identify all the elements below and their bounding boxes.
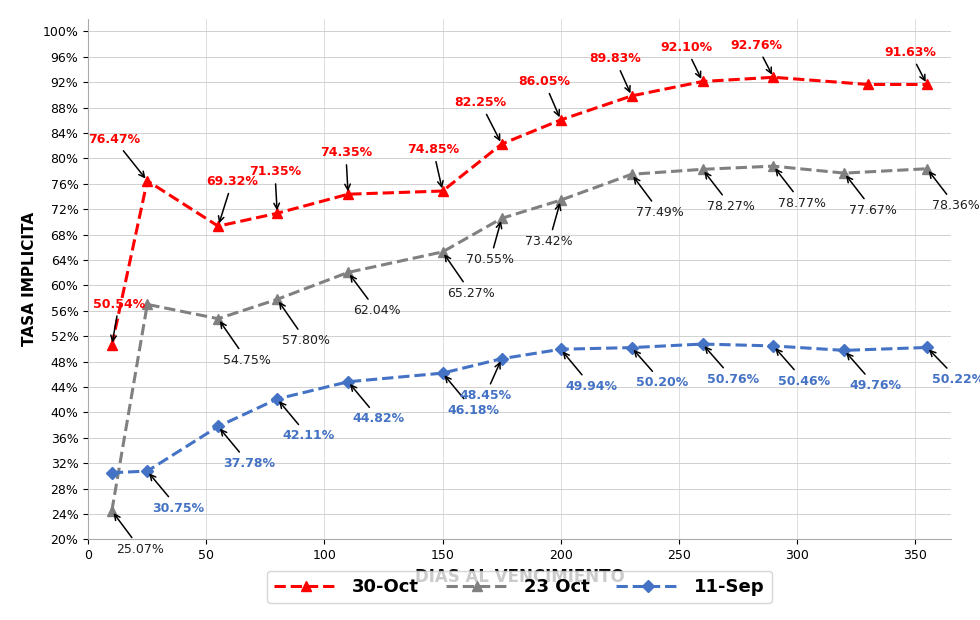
Text: 50.76%: 50.76% [706, 347, 760, 386]
Text: 50.20%: 50.20% [635, 351, 689, 389]
Text: 78.36%: 78.36% [930, 172, 979, 212]
Text: 49.76%: 49.76% [848, 354, 901, 392]
Text: 25.07%: 25.07% [115, 515, 165, 556]
Text: 30.75%: 30.75% [150, 474, 204, 515]
Text: 37.78%: 37.78% [221, 430, 274, 470]
Text: 48.45%: 48.45% [460, 363, 512, 402]
Text: 71.35%: 71.35% [249, 166, 301, 209]
X-axis label: DIAS AL VENCIMIENTO: DIAS AL VENCIMIENTO [415, 568, 624, 586]
Text: 70.55%: 70.55% [466, 223, 514, 266]
Text: 57.80%: 57.80% [279, 303, 330, 347]
Text: 50.54%: 50.54% [93, 298, 145, 341]
Text: 89.83%: 89.83% [589, 53, 641, 92]
Text: 92.76%: 92.76% [731, 39, 783, 73]
Text: 50.46%: 50.46% [776, 349, 830, 388]
Text: 91.63%: 91.63% [884, 46, 936, 81]
Text: 74.35%: 74.35% [319, 146, 371, 190]
Text: 50.22%: 50.22% [930, 351, 980, 386]
Text: 74.85%: 74.85% [407, 143, 460, 187]
Text: 54.75%: 54.75% [220, 322, 270, 366]
Text: 77.67%: 77.67% [847, 177, 897, 216]
Text: 49.94%: 49.94% [564, 353, 617, 392]
Text: 78.27%: 78.27% [706, 173, 756, 213]
Text: 62.04%: 62.04% [351, 276, 401, 317]
Text: 76.47%: 76.47% [88, 133, 144, 177]
Text: 92.10%: 92.10% [660, 41, 712, 78]
Legend: 30-Oct, 23 Oct, 11-Sep: 30-Oct, 23 Oct, 11-Sep [267, 571, 772, 603]
Text: 77.49%: 77.49% [634, 178, 684, 219]
Text: 44.82%: 44.82% [351, 385, 405, 425]
Text: 46.18%: 46.18% [446, 376, 500, 417]
Text: 65.27%: 65.27% [445, 255, 495, 300]
Y-axis label: TASA IMPLICITA: TASA IMPLICITA [22, 212, 37, 346]
Text: 69.32%: 69.32% [207, 175, 258, 222]
Text: 42.11%: 42.11% [280, 402, 334, 443]
Text: 86.05%: 86.05% [518, 75, 570, 116]
Text: 78.77%: 78.77% [776, 170, 826, 210]
Text: 82.25%: 82.25% [455, 96, 507, 140]
Text: 73.42%: 73.42% [525, 205, 573, 248]
